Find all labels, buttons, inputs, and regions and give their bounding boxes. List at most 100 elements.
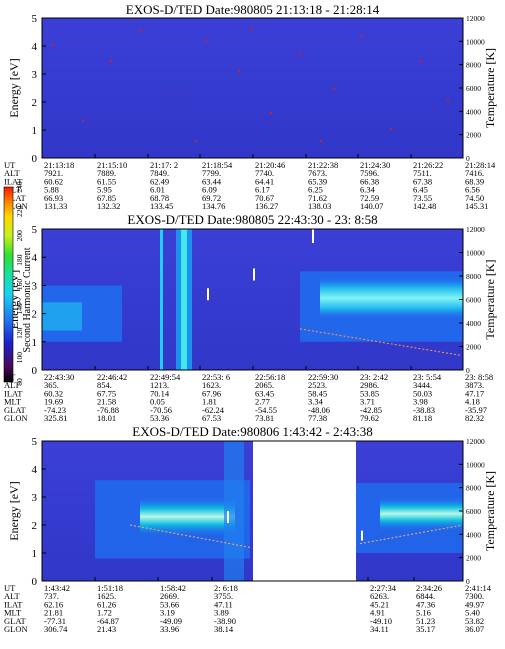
table-cell: 71.62: [308, 193, 327, 203]
spectrogram-area: [42, 229, 463, 370]
noise-speck: [270, 112, 272, 114]
spectrogram-area: [42, 441, 464, 581]
table-cell: 3.19: [160, 608, 175, 618]
table-cell: 6.25: [308, 185, 323, 195]
colorbar-label: Second Harmonic Current: [22, 247, 33, 352]
table-cell: 2523.: [308, 380, 327, 390]
table-cell: 132.32: [97, 201, 120, 211]
table-cell: 61.26: [97, 599, 116, 609]
table-cell: 136.27: [255, 201, 278, 211]
table-cell: 7889.: [97, 168, 116, 178]
noise-speck: [52, 44, 54, 46]
marker: [207, 288, 209, 301]
y-tick-label: 4: [32, 41, 38, 53]
colorbar-tick-label: 180: [15, 254, 24, 266]
table-cell: 21:18:54: [202, 160, 233, 170]
table-cell: 142.48: [413, 201, 436, 211]
table-cell: 49.97: [465, 599, 484, 609]
orbit-table: UTALTILATMLTGLATGLON22:43:30365.60.3219.…: [4, 372, 493, 423]
y-right-tick-label: 6000: [466, 507, 481, 516]
table-cell: 21:26:22: [413, 160, 443, 170]
y-right-tick-label: 10000: [466, 460, 485, 469]
table-cell: 23: 2:42: [360, 372, 388, 382]
table-cell: 7300.: [465, 591, 484, 601]
table-cell: 65.39: [308, 176, 327, 186]
spectrogram-area: [42, 18, 463, 158]
table-cell: 47.11: [214, 599, 233, 609]
table-cell: 67.85: [97, 193, 116, 203]
y-right-tick-label: 4000: [466, 107, 481, 116]
table-cell: -48.06: [308, 405, 330, 415]
colorbar-tick-label: 140: [15, 303, 24, 315]
colorbar-tick-label: 80: [15, 378, 24, 386]
noise-speck: [333, 88, 335, 90]
table-cell: 22:46:42: [97, 372, 127, 382]
table-cell: 854.: [97, 380, 112, 390]
table-cell: 68.39: [465, 176, 484, 186]
table-cell: 53.82: [465, 616, 484, 626]
y-tick-label: 1: [32, 337, 38, 349]
spectrogram-background: [42, 18, 463, 158]
table-cell: 62.49: [150, 176, 169, 186]
table-cell: 6.34: [360, 185, 376, 195]
y-right-tick-label: 0: [466, 154, 470, 163]
table-cell: 7673.: [308, 168, 327, 178]
table-cell: 1625.: [97, 591, 116, 601]
table-cell: 22:43:30: [44, 372, 74, 382]
table-cell: 2:27:34: [370, 583, 397, 593]
y-tick-label: 0: [32, 153, 38, 165]
noise-speck: [420, 60, 422, 62]
panel-2: EXOS-D/TED Date:980805 22:43:30 - 23: 8:…: [4, 212, 497, 423]
table-cell: 4.18: [465, 397, 480, 407]
table-cell: 21:20:46: [255, 160, 285, 170]
table-cell: 63.45: [255, 388, 274, 398]
y-right-axis-label: Temperature [K]: [483, 48, 497, 128]
table-cell: 325.81: [44, 413, 67, 423]
table-cell: 2065.: [255, 380, 274, 390]
y-right-tick-label: 12000: [466, 225, 485, 234]
temperature-trace: [359, 524, 464, 545]
table-cell: 7511.: [413, 168, 432, 178]
noise-speck: [250, 28, 252, 30]
table-cell: 53.36: [150, 413, 169, 423]
table-cell: 6844.: [416, 591, 435, 601]
table-cell: 61.55: [97, 176, 116, 186]
table-cell: 3755.: [214, 591, 233, 601]
table-cell: 1.72: [97, 608, 112, 618]
y-right-tick-label: 2000: [466, 343, 481, 352]
table-cell: 6263.: [370, 591, 389, 601]
table-cell: 19.69: [44, 397, 63, 407]
colorbar-tick-label: 160: [15, 279, 24, 291]
table-cell: 306.74: [44, 624, 68, 634]
table-cell: 34.11: [370, 624, 389, 634]
y-right-tick-label: 4000: [466, 530, 481, 539]
row-label: GLON: [4, 413, 28, 423]
table-cell: 63.44: [202, 176, 222, 186]
table-cell: 36.07: [465, 624, 484, 634]
table-cell: 23: 8:58: [465, 372, 493, 382]
table-cell: 1.81: [202, 397, 217, 407]
panel-title: EXOS-D/TED Date:980805 21:13:18 - 21:28:…: [126, 2, 380, 17]
table-cell: 21:22:38: [308, 160, 338, 170]
table-cell: 67.75: [97, 388, 116, 398]
table-cell: 2:41:14: [465, 583, 492, 593]
row-label: GLAT: [4, 405, 27, 415]
y-tick-label: 0: [32, 365, 38, 377]
table-cell: 73.81: [255, 413, 274, 423]
table-cell: 22:53: 6: [202, 372, 230, 382]
table-cell: 70.14: [150, 388, 170, 398]
table-cell: 66.93: [44, 193, 63, 203]
table-cell: 6.01: [150, 185, 165, 195]
y-right-axis-label: Temperature [K]: [483, 471, 497, 551]
orbit-table: UTALTILATMLTGLATGLON21:13:187921.60.625.…: [4, 160, 496, 211]
table-cell: 51.23: [416, 616, 435, 626]
table-cell: 79.62: [360, 413, 379, 423]
table-cell: 4.91: [370, 608, 385, 618]
table-cell: 67.38: [413, 176, 432, 186]
table-cell: 77.38: [308, 413, 327, 423]
table-cell: 67.53: [202, 413, 221, 423]
table-cell: -64.87: [97, 616, 119, 626]
table-cell: 35.17: [416, 624, 435, 634]
noise-speck: [300, 53, 302, 55]
band-right: [380, 497, 463, 531]
